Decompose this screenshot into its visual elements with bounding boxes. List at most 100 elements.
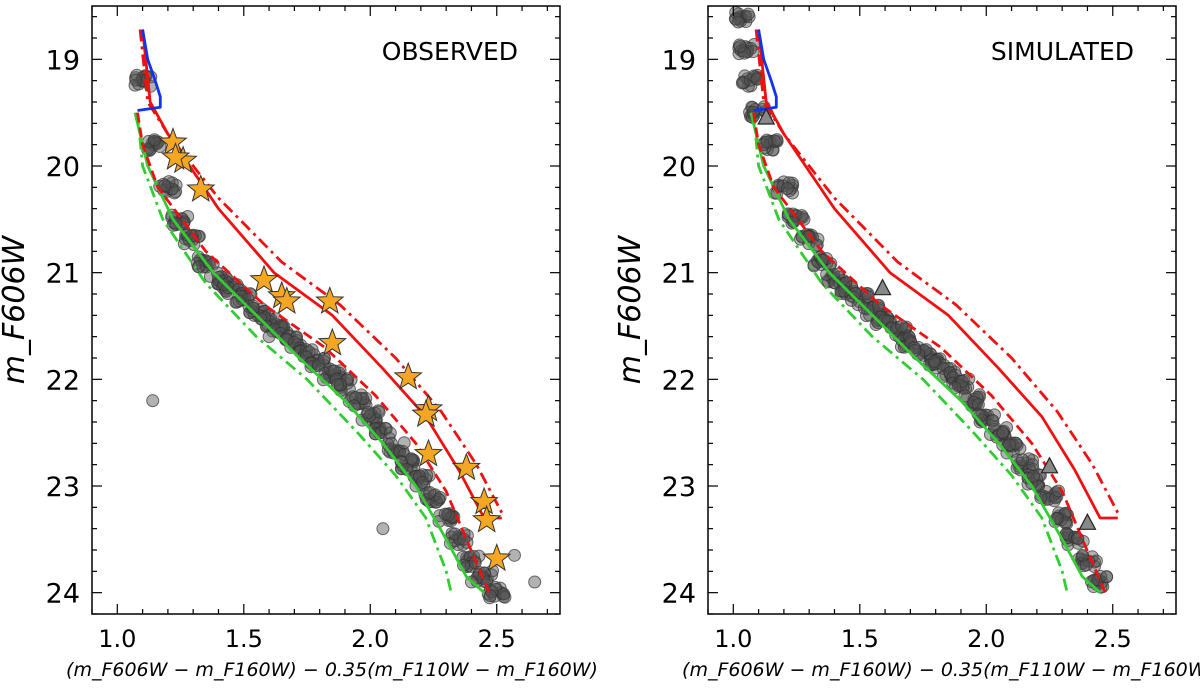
data-point bbox=[1060, 526, 1074, 540]
star-marker bbox=[272, 286, 302, 314]
triangle-marker bbox=[1078, 513, 1097, 530]
series-line-0 bbox=[749, 112, 1102, 594]
x-tick-label: 2.0 bbox=[351, 625, 389, 653]
simulated-panel: 19 20 21 22 23 24 1.0 1.5 2.0 2.5 SIMULATED (m_F606… bbox=[613, 5, 1200, 681]
y-tick-label: 21 bbox=[46, 259, 80, 290]
data-point bbox=[483, 589, 497, 603]
x-tick-label: 1.0 bbox=[98, 625, 136, 653]
data-point bbox=[384, 436, 398, 450]
data-point bbox=[738, 46, 752, 60]
axes-frame bbox=[91, 5, 561, 615]
series-line-4 bbox=[136, 112, 491, 594]
y-tick-label: 23 bbox=[662, 472, 696, 503]
data-point bbox=[146, 394, 160, 408]
data-point bbox=[397, 436, 411, 450]
y-tick-label: 23 bbox=[46, 472, 80, 503]
star-marker bbox=[411, 399, 441, 428]
data-point bbox=[996, 438, 1010, 452]
data-point bbox=[1076, 548, 1090, 562]
data-point bbox=[433, 491, 447, 505]
data-point bbox=[1071, 532, 1085, 546]
data-point bbox=[130, 68, 144, 82]
y-tick-label: 21 bbox=[662, 259, 696, 290]
x-tick-label: 1.5 bbox=[841, 625, 879, 653]
data-point bbox=[507, 548, 521, 562]
data-point bbox=[733, 40, 747, 54]
observed-panel: 19 20 21 22 23 24 1.0 1.5 2.0 2.5 OBSERVED (m_F606W… bbox=[0, 5, 598, 681]
series-line-4 bbox=[752, 112, 1107, 594]
data-point bbox=[1016, 453, 1030, 467]
star-marker bbox=[160, 142, 191, 170]
data-point bbox=[147, 133, 161, 147]
triangle-marker bbox=[1040, 456, 1059, 474]
x-tick-label: 2.5 bbox=[478, 625, 516, 653]
y-tick-label: 19 bbox=[662, 45, 696, 76]
series-line-2 bbox=[754, 29, 1120, 514]
data-point bbox=[731, 15, 745, 29]
data-point bbox=[378, 421, 392, 435]
x-tick-label: 2.0 bbox=[967, 625, 1005, 653]
star-marker bbox=[249, 264, 279, 293]
triangle-marker bbox=[873, 278, 892, 296]
star-marker bbox=[393, 361, 423, 390]
panel-title: OBSERVED bbox=[382, 37, 518, 66]
data-layer bbox=[728, 6, 1120, 594]
series-line-2 bbox=[138, 29, 504, 514]
axes-frame bbox=[707, 5, 1177, 615]
data-point bbox=[423, 486, 437, 500]
series-line-1 bbox=[752, 112, 1069, 594]
star-marker bbox=[451, 452, 482, 481]
data-point bbox=[376, 522, 390, 536]
star-marker bbox=[469, 486, 499, 515]
data-point bbox=[497, 587, 511, 601]
y-tick-label: 24 bbox=[46, 579, 80, 610]
y-axis-label: m_F606W bbox=[613, 234, 648, 384]
data-point bbox=[927, 355, 941, 369]
data-point bbox=[735, 76, 749, 90]
data-point bbox=[1048, 491, 1062, 505]
data-point bbox=[1027, 469, 1041, 483]
data-point bbox=[412, 469, 426, 483]
data-point bbox=[780, 182, 794, 196]
data-point bbox=[1100, 570, 1114, 584]
series-line-5 bbox=[137, 29, 162, 112]
series-line-0 bbox=[133, 112, 486, 594]
x-tick-label: 2.5 bbox=[1094, 625, 1132, 653]
x-tick-label: 1.5 bbox=[225, 625, 263, 653]
data-point bbox=[232, 294, 246, 308]
y-tick-label: 20 bbox=[46, 152, 80, 183]
data-point bbox=[262, 330, 276, 344]
data-point bbox=[129, 73, 143, 87]
data-point bbox=[760, 135, 774, 149]
data-point bbox=[328, 364, 342, 378]
data-point bbox=[261, 309, 275, 323]
y-tick-label: 22 bbox=[46, 365, 80, 396]
x-axis-label: (m_F606W − m_F160W) − 0.35(m_F110W − m_F… bbox=[66, 659, 598, 681]
y-tick-label: 20 bbox=[662, 152, 696, 183]
y-tick-label: 19 bbox=[46, 45, 80, 76]
data-point bbox=[528, 575, 542, 589]
y-axis-label: m_F606W bbox=[0, 234, 32, 384]
data-point bbox=[361, 405, 375, 419]
data-point bbox=[415, 475, 429, 489]
data-point bbox=[770, 133, 784, 147]
x-axis-label: (m_F606W − m_F160W) − 0.35(m_F110W − m_F… bbox=[682, 659, 1200, 681]
star-marker bbox=[413, 438, 444, 467]
data-point bbox=[331, 378, 345, 392]
series-line-1 bbox=[136, 112, 453, 594]
y-tick-label: 24 bbox=[662, 579, 696, 610]
data-point bbox=[895, 319, 909, 333]
star-marker bbox=[315, 286, 345, 314]
data-layer bbox=[128, 29, 542, 605]
data-point bbox=[453, 532, 467, 546]
data-point bbox=[741, 7, 755, 21]
data-point bbox=[1003, 438, 1017, 452]
data-point bbox=[349, 391, 363, 405]
x-tick-label: 1.0 bbox=[714, 625, 752, 653]
series-line-3 bbox=[141, 29, 502, 520]
star-marker bbox=[158, 127, 188, 156]
data-point bbox=[958, 389, 972, 403]
panel-title: SIMULATED bbox=[991, 37, 1134, 66]
y-tick-label: 22 bbox=[662, 365, 696, 396]
